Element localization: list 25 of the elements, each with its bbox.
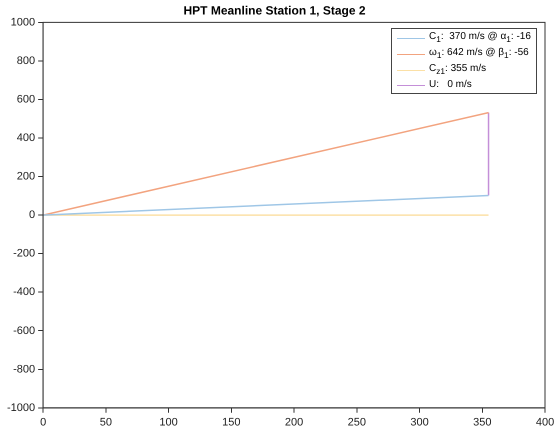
y-tick-label: -600 [13, 324, 36, 337]
x-tick-label: 0 [40, 416, 46, 428]
y-tick-label: 0 [29, 209, 36, 222]
legend-label: ω$_{1}$: 642 m/s @ β$_{1}$: -56 [429, 46, 529, 62]
y-tick-label: 600 [16, 94, 36, 106]
y-tick-label: -1000 [6, 402, 36, 414]
x-tick-label: 50 [100, 416, 112, 428]
y-tick-label: -200 [13, 248, 36, 260]
x-tick-label: 350 [473, 416, 492, 428]
chart-title: HPT Meanline Station 1, Stage 2 [183, 4, 366, 18]
x-tick-label: 200 [284, 416, 304, 428]
legend-label: C$_{1}$: 370 m/s @ α$_{1}$: -16 [429, 30, 531, 46]
x-tick-label: 150 [222, 416, 241, 428]
y-tick-label: -800 [13, 363, 36, 376]
legend-label: U: 0 m/s [429, 78, 472, 92]
x-tick-label: 100 [159, 416, 178, 428]
y-tick-label: 200 [16, 170, 36, 183]
x-tick-label: 400 [536, 416, 554, 428]
y-tick-label: 400 [16, 132, 36, 144]
x-tick-label: 250 [348, 416, 366, 428]
y-tick-label: 1000 [10, 16, 36, 28]
y-tick-label: -400 [13, 286, 36, 298]
legend-label: C$_{z1}$: 355 m/s [429, 62, 486, 78]
y-tick-label: 800 [16, 54, 36, 67]
x-tick-label: 300 [410, 416, 429, 428]
